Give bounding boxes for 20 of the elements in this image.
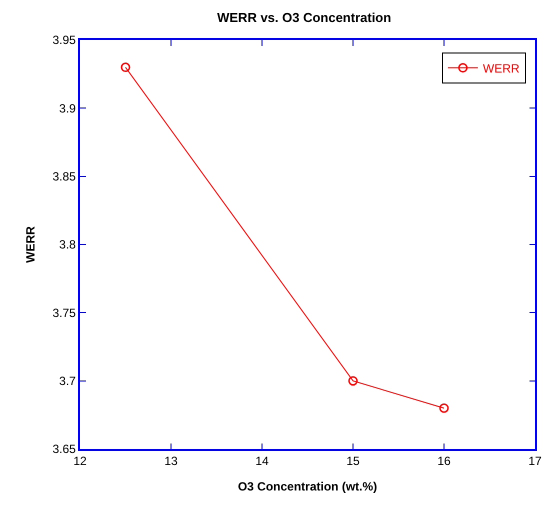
y-tick-label: 3.65: [52, 442, 76, 456]
x-tick-label: 12: [73, 454, 87, 468]
point: [348, 376, 358, 386]
x-tick-label: 16: [437, 454, 451, 468]
x-tick-label: 15: [346, 454, 360, 468]
point: [439, 403, 449, 413]
y-tick-label: 3.9: [59, 101, 76, 116]
x-tick-label: 14: [255, 454, 269, 468]
y-tick-label: 3.7: [59, 374, 76, 388]
point: [120, 62, 130, 72]
x-tick-label: 17: [528, 454, 542, 468]
legend-label: WERR: [482, 61, 520, 76]
y-tick-label: 3.8: [59, 238, 76, 252]
y-tick-label: 3.75: [52, 306, 76, 320]
y-tick-label: 3.85: [52, 170, 76, 184]
x-tick-label: 13: [164, 454, 178, 468]
y-axis-title: WERR: [23, 226, 38, 263]
y-tick-label: 3.95: [52, 33, 76, 48]
x-axis-title: O3 Concentration (wt.%): [238, 480, 378, 494]
chart-title: WERR vs. O3 Concentration: [217, 10, 392, 25]
